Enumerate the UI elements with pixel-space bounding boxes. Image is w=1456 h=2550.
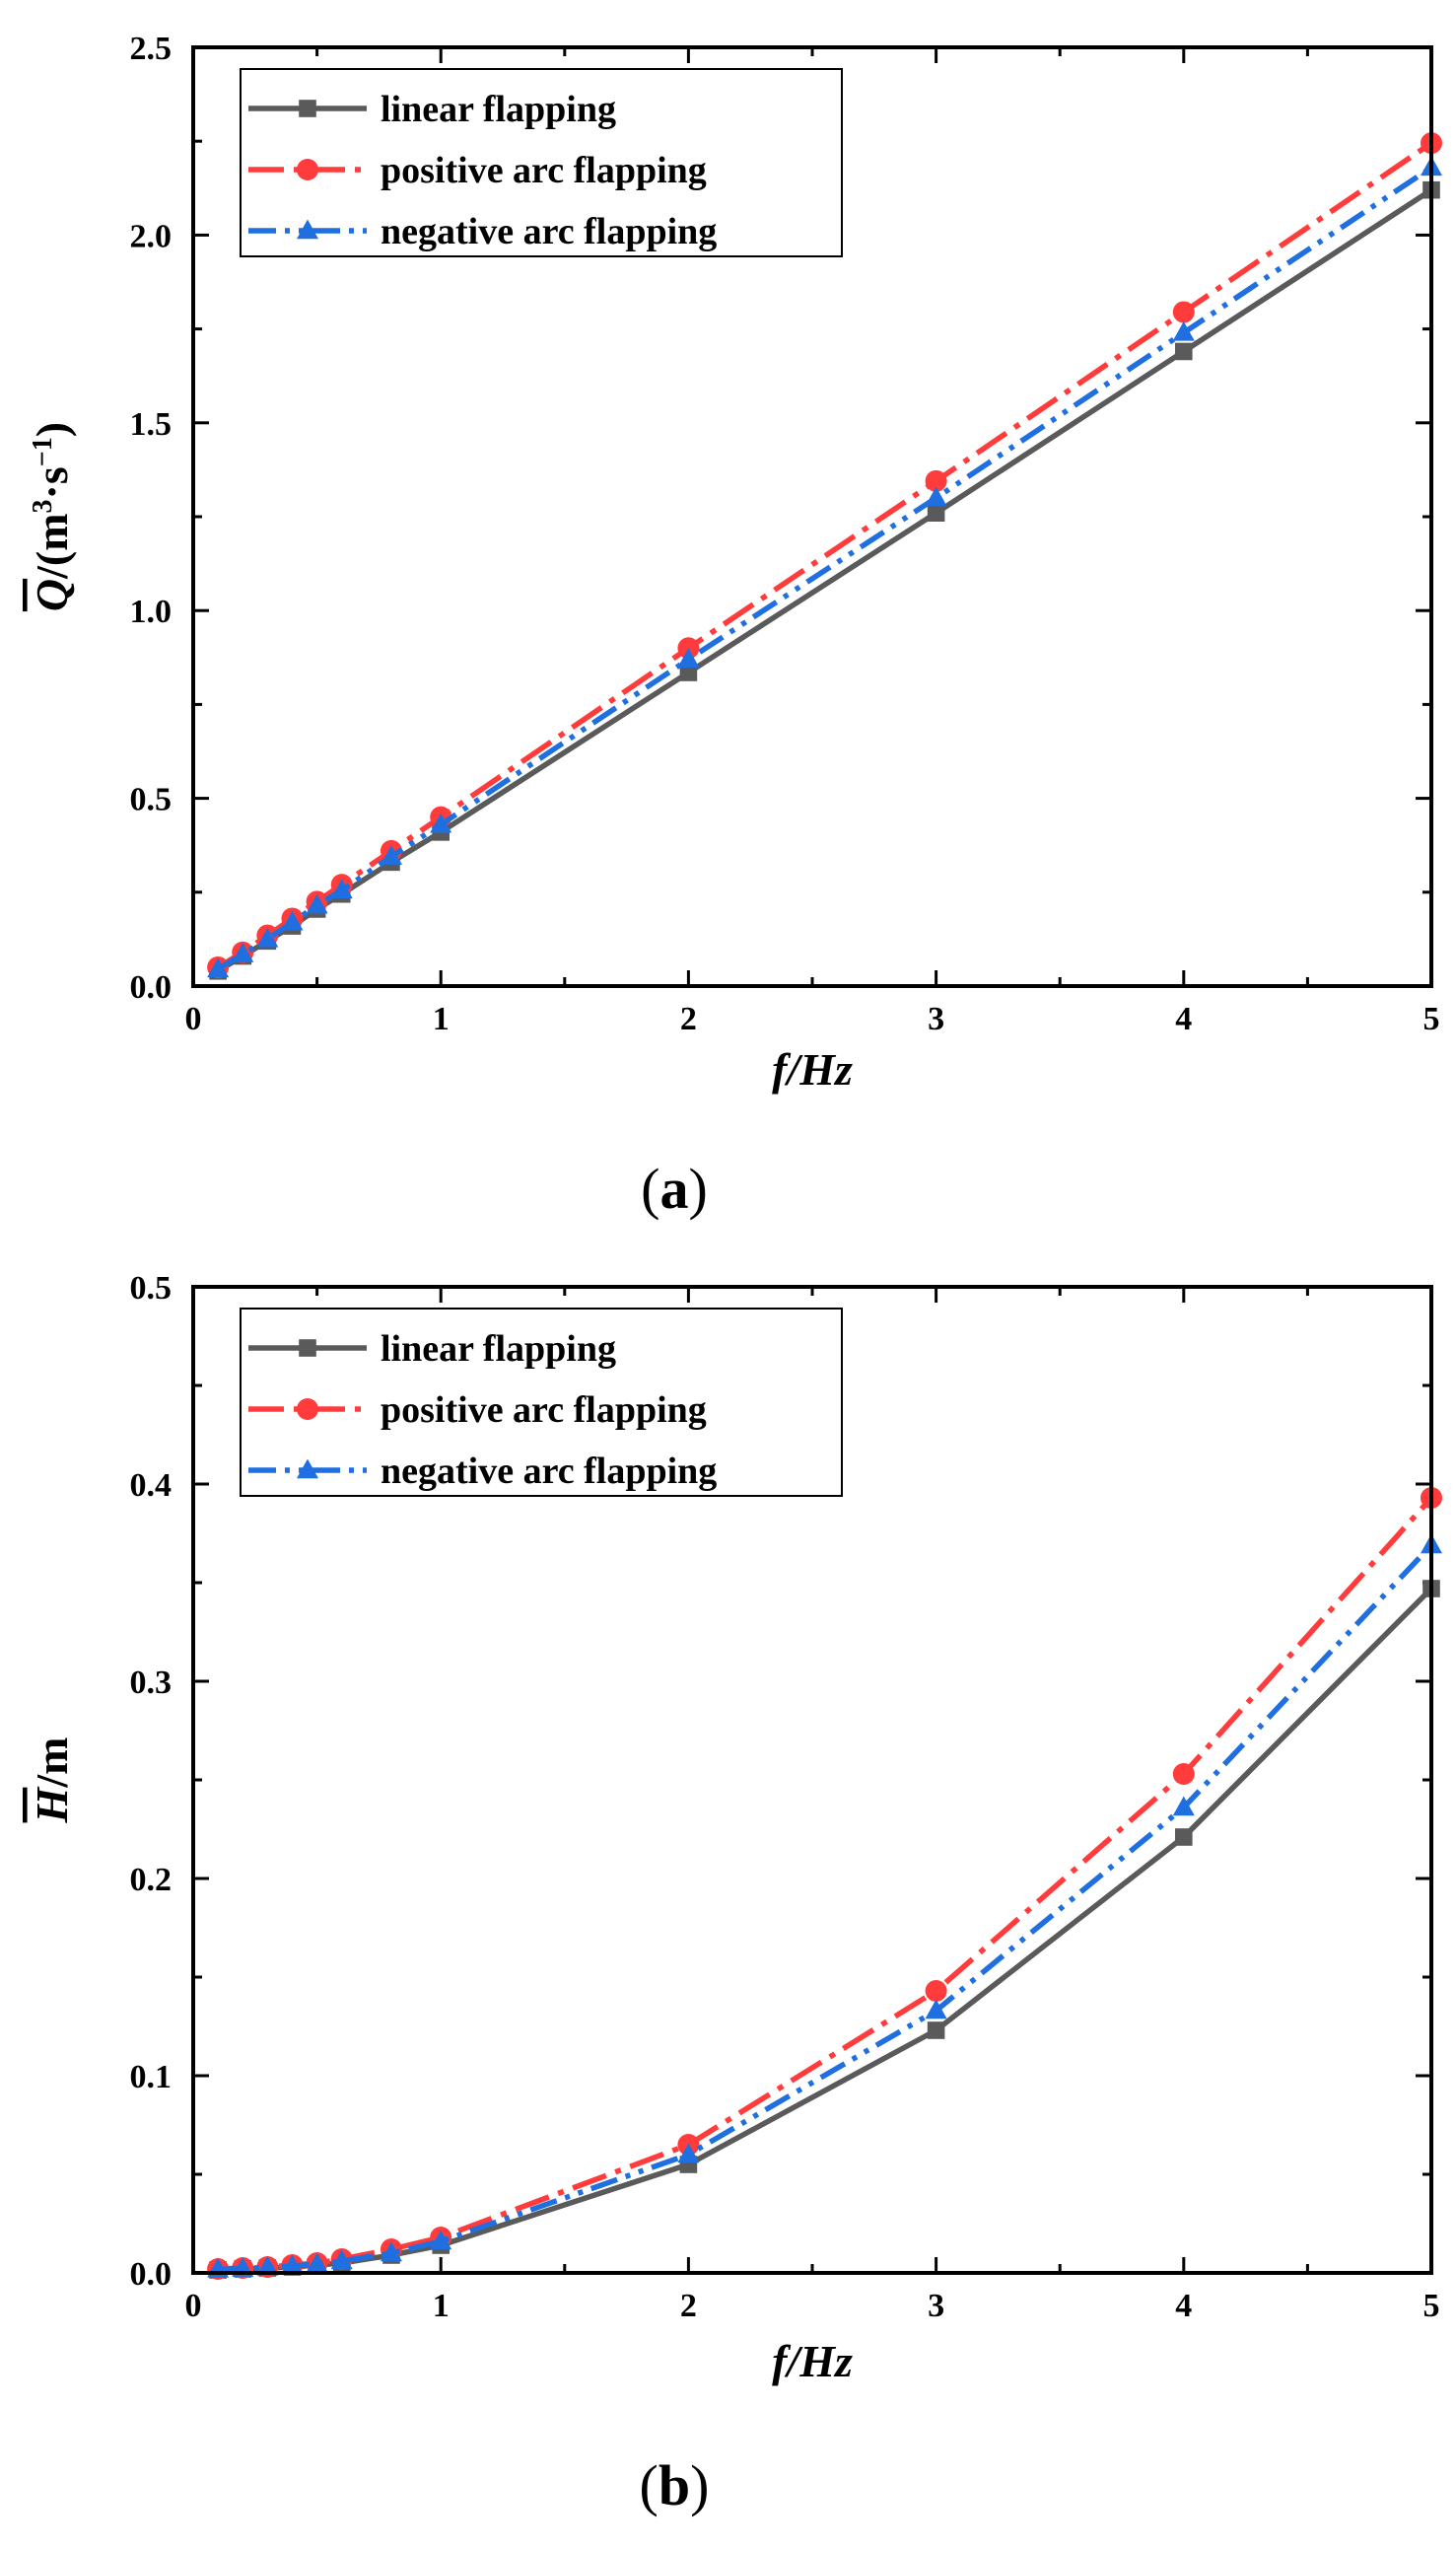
x-axis-label: f/Hz — [772, 2336, 853, 2386]
legend-entry: positive arc flapping — [381, 150, 707, 191]
data-point-triangle — [330, 879, 353, 899]
data-point-triangle — [330, 2249, 353, 2270]
data-point-square — [679, 664, 698, 681]
data-point-square — [927, 2021, 945, 2039]
data-point-triangle — [677, 2143, 700, 2163]
data-point-circle — [925, 469, 947, 492]
x-tick-label: 2 — [680, 1001, 697, 1037]
x-axis-label: f/Hz — [772, 1044, 853, 1095]
data-point-triangle — [297, 219, 318, 240]
x-tick-label: 4 — [1175, 2288, 1192, 2324]
data-point-circle — [297, 1398, 318, 1420]
legend-box — [240, 1308, 843, 1497]
series-circle — [207, 1487, 1442, 2280]
y-tick-label: 1.0 — [130, 594, 173, 630]
series-line — [216, 165, 1433, 972]
x-tick-label: 5 — [1423, 2288, 1440, 2324]
data-point-triangle — [207, 957, 230, 978]
legend-entry: linear flapping — [381, 1328, 616, 1370]
data-point-triangle — [306, 893, 328, 914]
x-tick-label: 1 — [433, 2288, 450, 2324]
legend-entry: positive arc flapping — [381, 1389, 707, 1431]
data-point-triangle — [281, 910, 304, 931]
y-tick-label: 0.3 — [130, 1665, 173, 1701]
legend-entry: linear flapping — [381, 89, 616, 130]
data-point-triangle — [1172, 1796, 1195, 1816]
y-tick-label: 1.5 — [130, 406, 173, 443]
data-point-triangle — [281, 2254, 304, 2275]
data-point-triangle — [306, 2252, 328, 2273]
y-tick-label: 0.2 — [130, 1862, 173, 1898]
x-tick-label: 4 — [1175, 1001, 1192, 1037]
data-point-triangle — [232, 943, 254, 962]
x-tick-label: 0 — [185, 1001, 202, 1037]
data-point-triangle — [925, 1999, 947, 2019]
series-line — [218, 1587, 1433, 2273]
y-tick-label: 2.0 — [130, 218, 173, 254]
legend: linear flapping positive arc flapping nega… — [240, 1308, 843, 1497]
legend-entry: negative arc flapping — [381, 1451, 717, 1492]
x-tick-label: 3 — [928, 1001, 944, 1037]
chart-panel-b: 0 1 2 3 4 5 0.0 0.1 0.2 0.3 0.4 0.5 linear flapping p… — [27, 1270, 1442, 2517]
data-point-triangle — [380, 2241, 402, 2262]
legend: linear flapping positive arc flapping nega… — [240, 68, 843, 257]
data-point-triangle — [430, 813, 452, 833]
chart-panel-a: 0 1 2 3 4 5 0.0 0.5 1.0 1.5 2.0 2.5 linear flapping p… — [27, 31, 1442, 1221]
plot-frame — [191, 45, 1433, 988]
data-point-triangle — [297, 1458, 318, 1479]
y-tick-label: 0.5 — [130, 782, 173, 818]
data-point-triangle — [925, 486, 947, 507]
data-point-circle — [1172, 301, 1195, 323]
data-point-square — [299, 100, 316, 117]
plot-frame — [191, 1285, 1433, 2275]
data-point-triangle — [256, 927, 279, 948]
data-point-square — [299, 1339, 316, 1357]
data-point-circle — [297, 159, 318, 180]
x-tick-label: 1 — [433, 1001, 450, 1037]
y-tick-label: 0.1 — [130, 2059, 173, 2095]
data-point-triangle — [1172, 320, 1195, 341]
x-tick-label: 0 — [185, 2288, 202, 2324]
data-point-triangle — [677, 648, 700, 668]
series-square — [209, 1580, 1440, 2279]
data-point-circle — [925, 1980, 947, 2002]
y-tick-label: 0.4 — [130, 1467, 173, 1504]
series-triangle — [207, 156, 1442, 978]
data-point-triangle — [430, 2230, 452, 2250]
legend-entry: negative arc flapping — [381, 211, 717, 252]
x-tick-label: 2 — [680, 2288, 697, 2324]
panel-label: (b) — [640, 2453, 710, 2517]
data-point-square — [1175, 342, 1193, 361]
y-tick-label: 0.0 — [130, 2256, 173, 2293]
series-line — [218, 1543, 1433, 2273]
data-point-circle — [1172, 1763, 1195, 1785]
y-tick-label: 0.5 — [130, 1270, 173, 1307]
y-tick-label: 0.0 — [130, 969, 173, 1006]
series-line — [216, 140, 1433, 970]
data-point-square — [927, 504, 945, 522]
data-point-triangle — [380, 845, 402, 865]
series-triangle — [207, 1533, 1442, 2278]
x-tick-label: 3 — [928, 2288, 944, 2324]
y-axis-label: Q/(m3·s−1) — [27, 422, 77, 611]
panel-label: (a) — [641, 1157, 708, 1221]
data-point-square — [1175, 1828, 1193, 1846]
data-point-triangle — [256, 2255, 279, 2276]
legend-box — [240, 68, 843, 257]
series-line — [218, 1496, 1434, 2272]
y-axis-label: H/m — [27, 1737, 77, 1824]
y-tick-label: 2.5 — [130, 31, 173, 67]
x-tick-label: 5 — [1423, 1001, 1440, 1037]
